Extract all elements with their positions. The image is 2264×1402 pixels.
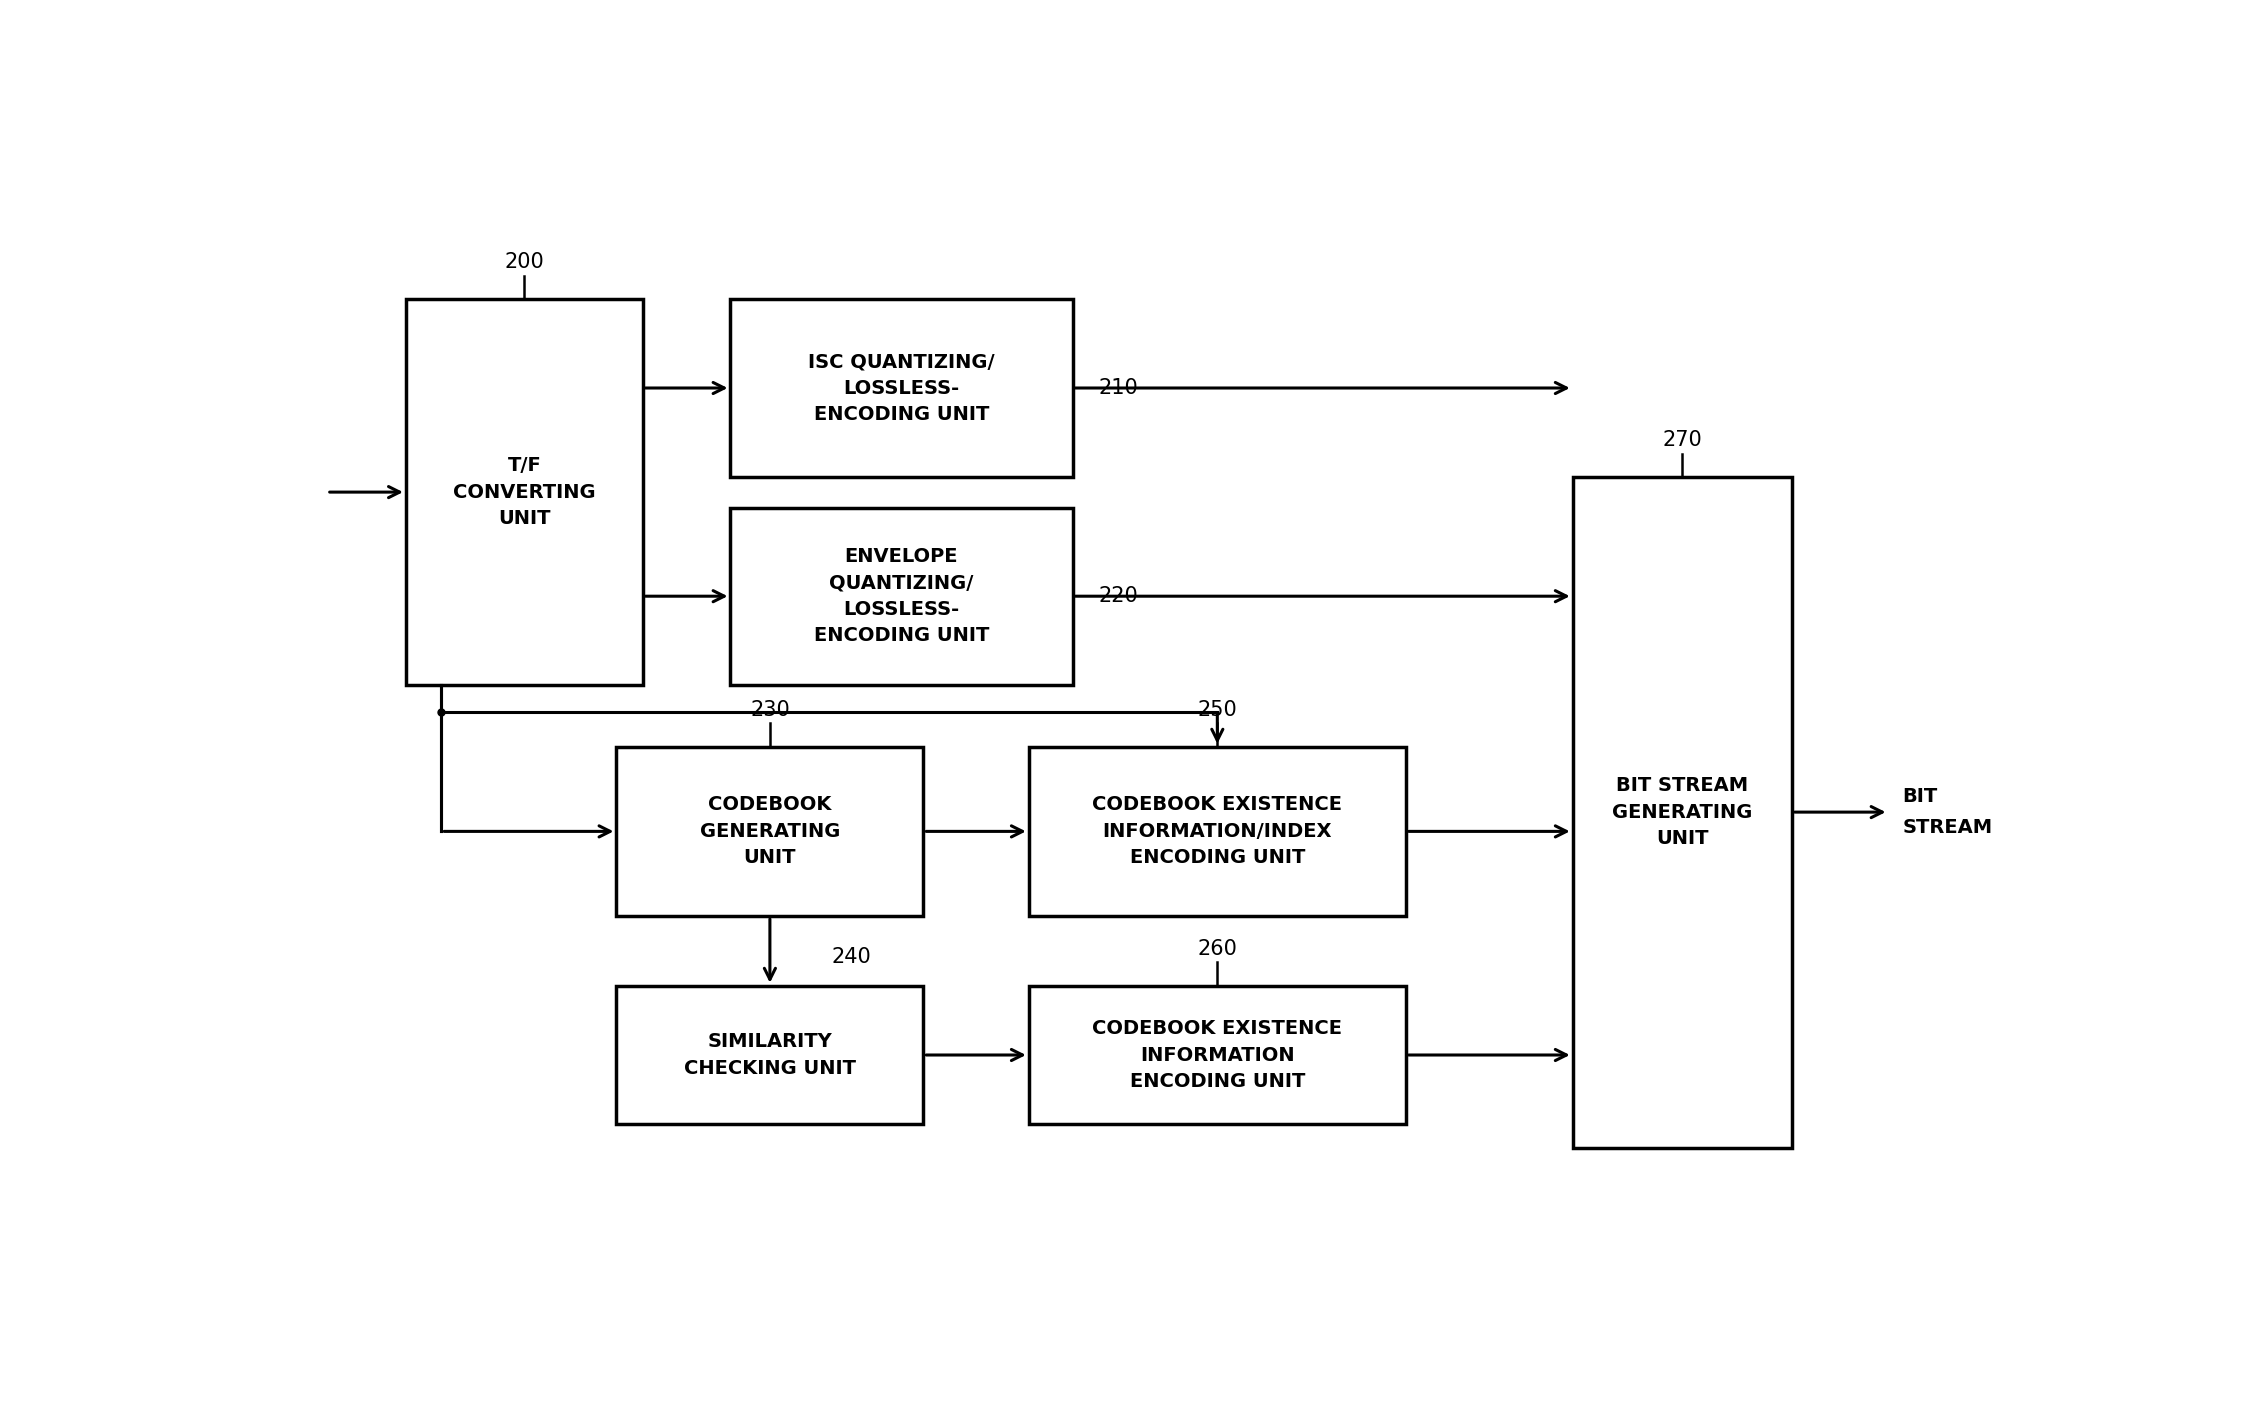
Text: 240: 240 [831,948,872,967]
Text: T/F
CONVERTING
UNIT: T/F CONVERTING UNIT [453,456,595,529]
Text: 250: 250 [1198,700,1236,719]
Bar [405,300,643,684]
Bar [616,746,924,917]
Text: STREAM: STREAM [1902,817,1992,837]
Text: SIMILARITY
CHECKING UNIT: SIMILARITY CHECKING UNIT [684,1032,856,1078]
Text: BIT: BIT [1902,787,1938,806]
Text: 210: 210 [1098,379,1139,398]
Text: CODEBOOK
GENERATING
UNIT: CODEBOOK GENERATING UNIT [700,795,840,868]
Text: 270: 270 [1662,429,1703,450]
Text: 260: 260 [1198,938,1236,959]
Text: 230: 230 [749,700,790,719]
Text: CODEBOOK EXISTENCE
INFORMATION
ENCODING UNIT: CODEBOOK EXISTENCE INFORMATION ENCODING … [1091,1019,1343,1091]
Text: 220: 220 [1098,586,1139,606]
Text: CODEBOOK EXISTENCE
INFORMATION/INDEX
ENCODING UNIT: CODEBOOK EXISTENCE INFORMATION/INDEX ENC… [1091,795,1343,868]
Text: 200: 200 [505,252,543,272]
Text: BIT STREAM
GENERATING
UNIT: BIT STREAM GENERATING UNIT [1612,777,1752,848]
Bar [616,986,924,1124]
Text: ISC QUANTIZING/
LOSSLESS-
ENCODING UNIT: ISC QUANTIZING/ LOSSLESS- ENCODING UNIT [808,352,994,423]
Text: ENVELOPE
QUANTIZING/
LOSSLESS-
ENCODING UNIT: ENVELOPE QUANTIZING/ LOSSLESS- ENCODING … [813,547,989,645]
Bar [731,300,1073,477]
Bar [1028,746,1406,917]
Bar [1028,986,1406,1124]
Bar [1573,477,1793,1147]
Bar [731,508,1073,684]
